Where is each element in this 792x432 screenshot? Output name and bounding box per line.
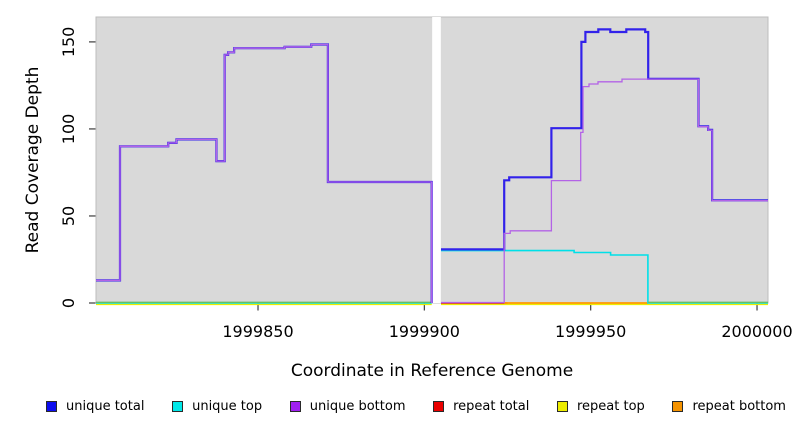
- y-tick-label: 150: [59, 27, 78, 58]
- y-tick-label: 0: [59, 298, 78, 308]
- no-data-gap: [432, 17, 441, 303]
- legend-item-repeat-bottom: repeat bottom: [672, 399, 786, 414]
- unique-top-swatch-icon: [172, 401, 184, 412]
- legend-item-unique-total: unique total: [46, 399, 144, 414]
- repeat-total-swatch-icon: [433, 401, 445, 412]
- legend-label: repeat top: [577, 399, 645, 414]
- series-unique-top: [441, 249, 768, 304]
- legend-item-unique-bottom: unique bottom: [289, 399, 406, 414]
- legend-item-repeat-top: repeat top: [557, 399, 645, 414]
- repeat-top-swatch-icon: [557, 401, 568, 412]
- legend-label: unique bottom: [309, 399, 406, 414]
- legend-label: repeat total: [453, 399, 530, 414]
- x-tick-label: 2000000: [721, 322, 792, 341]
- series-unique-bottom: [96, 43, 433, 303]
- legend-item-repeat-total: repeat total: [433, 399, 529, 414]
- unique-total-swatch-icon: [46, 401, 57, 412]
- y-axis-title: Read Coverage Depth: [23, 66, 43, 254]
- legend-label: unique top: [192, 399, 263, 414]
- legend-label: unique total: [66, 399, 145, 414]
- x-tick-label: 1999900: [389, 322, 460, 341]
- series-unique-bottom: [441, 78, 768, 304]
- unique-bottom-swatch-icon: [289, 401, 301, 412]
- y-tick-label: 100: [59, 114, 78, 145]
- legend-label: repeat bottom: [692, 399, 786, 414]
- x-axis-title: Coordinate in Reference Genome: [290, 361, 574, 381]
- x-tick-label: 1999850: [222, 322, 293, 341]
- repeat-bottom-swatch-icon: [672, 401, 684, 412]
- x-tick-label: 1999950: [555, 322, 626, 341]
- y-tick-label: 50: [59, 206, 78, 226]
- legend-item-unique-top: unique top: [172, 399, 262, 414]
- legend: unique total unique top unique bottom repea…: [46, 399, 786, 414]
